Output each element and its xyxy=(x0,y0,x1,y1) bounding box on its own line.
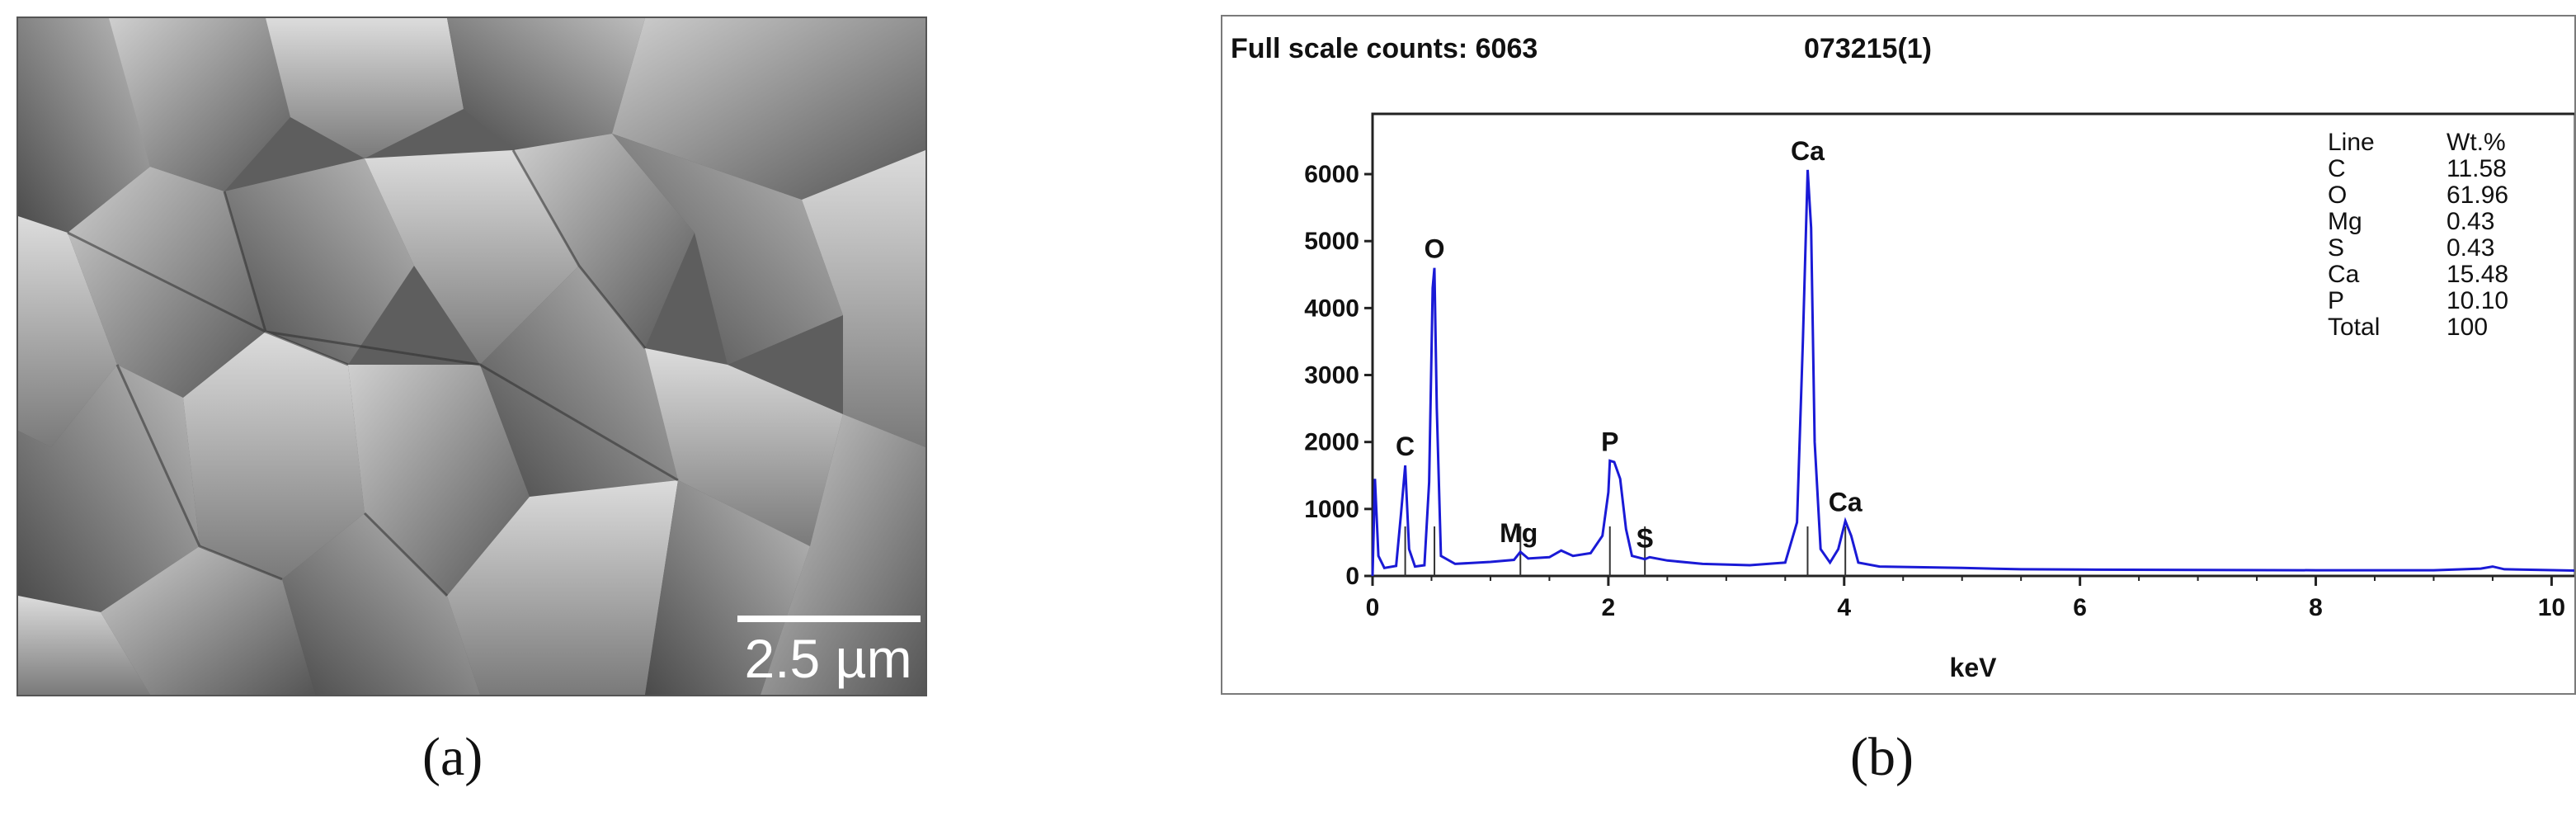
scale-bar-label: 2.5 µm xyxy=(744,628,912,689)
table-cell-weight: 61.96 xyxy=(2446,182,2508,209)
sem-micrograph: 2.5 µm xyxy=(16,17,927,696)
y-tick-label: 2000 xyxy=(1304,429,1359,456)
peak-label: Ca xyxy=(1829,487,1863,517)
composition-table: Line Wt.% C 11.58 O 61.96 Mg 0.43 S 0.43 Ca 15.48 P 1… xyxy=(2328,129,2508,341)
x-tick-label: 0 xyxy=(1366,594,1380,621)
table-cell-weight: 11.58 xyxy=(2446,155,2507,182)
table-cell-element: P xyxy=(2328,287,2344,314)
y-tick-label: 3000 xyxy=(1304,362,1359,389)
plot-frame xyxy=(1371,112,2574,578)
peak-label: S xyxy=(1636,523,1654,553)
eds-chart: Full scale counts: 6063 073215(1) 010002… xyxy=(1231,33,2574,682)
spectrum-line xyxy=(1371,169,2574,577)
panel-label-a: (a) xyxy=(422,727,483,787)
y-tick-label: 5000 xyxy=(1304,228,1359,255)
table-cell-element: C xyxy=(2328,155,2346,182)
table-cell-weight: 100 xyxy=(2446,314,2488,341)
y-tick-label: 0 xyxy=(1345,563,1359,590)
peak-label: Ca xyxy=(1791,136,1825,166)
x-tick-label: 10 xyxy=(2538,594,2565,621)
table-cell-weight: 0.43 xyxy=(2446,208,2494,235)
y-tick-label: 6000 xyxy=(1304,161,1359,188)
table-cell-weight: 15.48 xyxy=(2446,261,2508,288)
peak-label: O xyxy=(1425,234,1445,264)
y-tick-label: 1000 xyxy=(1304,496,1359,523)
panel-label-b: (b) xyxy=(1850,727,1914,787)
eds-spectrum-panel: Full scale counts: 6063 073215(1) 0 1000 2… xyxy=(1221,15,2576,695)
table-cell-weight: 0.43 xyxy=(2446,234,2494,262)
peak-label: Mg xyxy=(1500,518,1538,548)
x-tick-label: 6 xyxy=(2073,594,2087,621)
table-cell-element: S xyxy=(2328,234,2344,262)
x-axis-label: keV xyxy=(1950,653,1998,682)
sem-texture xyxy=(18,18,925,695)
x-tick-label: 4 xyxy=(1837,594,1851,621)
table-header-wt: Wt.% xyxy=(2446,129,2506,156)
table-cell-element: Total xyxy=(2328,314,2380,341)
scale-bar xyxy=(737,616,921,622)
axis-ticks: 0 1000 2000 3000 4000 5000 6000 0 2 4 6 8 10 xyxy=(1304,161,2565,621)
table-header-line: Line xyxy=(2328,129,2375,156)
table-cell-element: Mg xyxy=(2328,208,2362,235)
table-cell-element: O xyxy=(2328,182,2347,209)
y-tick-label: 4000 xyxy=(1304,295,1359,322)
peak-label: P xyxy=(1601,427,1618,456)
header-spectrum-id: 073215(1) xyxy=(1804,33,1932,64)
table-cell-weight: 10.10 xyxy=(2446,287,2508,314)
x-tick-label: 8 xyxy=(2309,594,2323,621)
x-tick-label: 2 xyxy=(1602,594,1616,621)
table-cell-element: Ca xyxy=(2328,261,2360,288)
header-full-scale-counts: Full scale counts: 6063 xyxy=(1231,33,1538,64)
peak-labels: C O Mg P S Ca Ca xyxy=(1396,136,1863,553)
peak-label: C xyxy=(1396,432,1415,461)
marker-lines xyxy=(1404,526,1847,576)
